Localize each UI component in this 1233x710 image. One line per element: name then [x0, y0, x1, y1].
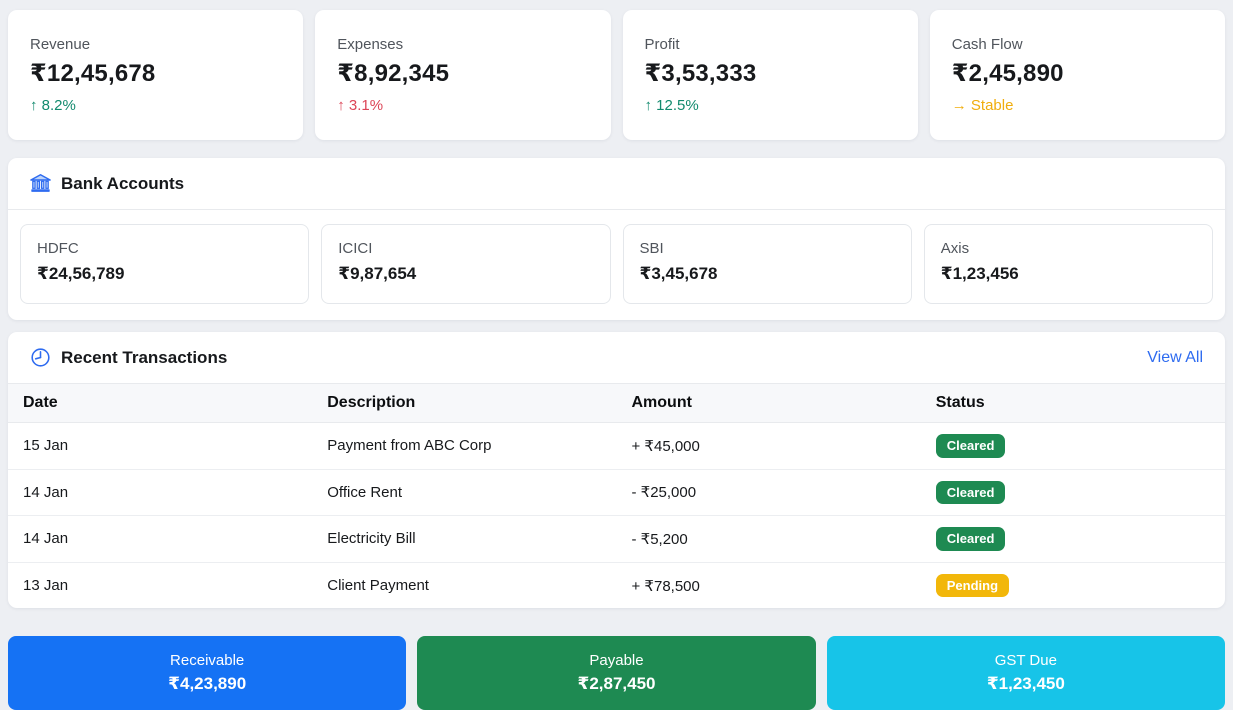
recent-transactions-header: Recent Transactions View All	[8, 332, 1225, 383]
column-header-status: Status	[920, 383, 1225, 423]
status-badge: Cleared	[935, 480, 1006, 505]
column-header-description: Description	[312, 383, 617, 423]
stat-value: ₹8,92,345	[337, 60, 450, 87]
tx-description: Client Payment	[327, 577, 429, 595]
transactions-table: Date Description Amount Status 15 Jan Pa…	[8, 383, 1225, 608]
bank-accounts-header: Bank Accounts	[8, 158, 1225, 210]
bank-card-axis[interactable]: Axis ₹1,23,456	[923, 224, 1213, 304]
clock-icon	[30, 347, 51, 368]
payable-card[interactable]: Payable ₹2,87,450	[417, 636, 816, 710]
column-header-amount: Amount	[616, 383, 921, 423]
tx-description: Payment from ABC Corp	[312, 422, 617, 470]
table-row[interactable]: 14 Jan Electricity Bill - ₹5,200 Cleared	[8, 515, 1225, 563]
stat-label: Cash Flow	[951, 36, 1023, 53]
summary-label: Payable	[589, 652, 644, 670]
table-row[interactable]: 14 Jan Office Rent - ₹25,000 Cleared	[8, 469, 1225, 517]
stats-row: Revenue ₹12,45,678 ↑ 8.2% Expenses ₹8,92…	[8, 10, 1225, 140]
bank-accounts-title: Bank Accounts	[61, 173, 185, 193]
stat-card-revenue: Revenue ₹12,45,678 ↑ 8.2%	[8, 10, 304, 140]
stat-label: Expenses	[337, 36, 404, 53]
stat-change: → Stable	[951, 97, 1014, 114]
tx-date: 15 Jan	[8, 422, 313, 470]
bank-balance: ₹24,56,789	[37, 264, 125, 283]
column-header-date: Date	[8, 383, 313, 423]
bank-accounts-panel: Bank Accounts HDFC ₹24,56,789 ICICI ₹9,8…	[8, 158, 1225, 320]
tx-date: 14 Jan	[8, 515, 313, 563]
stat-change: ↑ 3.1%	[337, 97, 384, 114]
stat-value: ₹12,45,678	[30, 60, 156, 87]
bank-cards-row: HDFC ₹24,56,789 ICICI ₹9,87,654 SBI ₹3,4…	[8, 210, 1225, 320]
table-row[interactable]: 15 Jan Payment from ABC Corp + ₹45,000 C…	[8, 422, 1225, 470]
recent-transactions-title: Recent Transactions	[61, 347, 228, 367]
bank-name: Axis	[940, 240, 970, 257]
bank-balance: ₹9,87,654	[338, 264, 417, 283]
bank-balance: ₹3,45,678	[639, 264, 718, 283]
transactions-table-header-row: Date Description Amount Status	[8, 383, 1225, 423]
gst-due-card[interactable]: GST Due ₹1,23,450	[826, 636, 1225, 710]
bank-name: SBI	[639, 240, 664, 257]
stat-card-expenses: Expenses ₹8,92,345 ↑ 3.1%	[315, 10, 611, 140]
summary-label: GST Due	[994, 652, 1057, 670]
bank-name: ICICI	[338, 240, 373, 257]
bank-card-icici[interactable]: ICICI ₹9,87,654	[321, 224, 611, 304]
stat-card-profit: Profit ₹3,53,333 ↑ 12.5%	[622, 10, 918, 140]
status-badge: Cleared	[935, 434, 1006, 458]
bank-name: HDFC	[37, 240, 79, 257]
tx-date: 13 Jan	[23, 577, 69, 595]
stat-change: ↑ 8.2%	[30, 97, 76, 114]
stat-change: ↑ 12.5%	[644, 97, 699, 114]
summary-value: ₹4,23,890	[168, 674, 247, 694]
stat-label: Profit	[644, 36, 680, 53]
tx-date: 14 Jan	[8, 469, 313, 517]
tx-amount: + ₹78,500	[631, 577, 700, 595]
tx-amount: - ₹25,000	[616, 469, 921, 517]
recent-transactions-panel: Recent Transactions View All Date Descri…	[8, 332, 1225, 609]
bank-icon	[30, 173, 51, 194]
summary-row: Receivable ₹4,23,890 Payable ₹2,87,450 G…	[8, 636, 1225, 710]
bank-card-hdfc[interactable]: HDFC ₹24,56,789	[20, 224, 310, 304]
status-badge: Cleared	[935, 527, 1006, 551]
view-all-link[interactable]: View All	[1147, 348, 1203, 366]
tx-description: Electricity Bill	[312, 515, 617, 563]
stat-value: ₹3,53,333	[644, 60, 757, 87]
stat-label: Revenue	[30, 36, 91, 53]
tx-amount: + ₹45,000	[616, 422, 921, 470]
tx-amount: - ₹5,200	[616, 515, 921, 563]
status-badge: Pending	[935, 573, 1010, 598]
table-row[interactable]: 13 Jan Client Payment + ₹78,500 Pending	[8, 562, 1225, 608]
stat-value: ₹2,45,890	[951, 60, 1064, 87]
bank-card-sbi[interactable]: SBI ₹3,45,678	[622, 224, 912, 304]
summary-value: ₹2,87,450	[577, 674, 656, 694]
bank-balance: ₹1,23,456	[940, 264, 1019, 283]
stat-card-cashflow: Cash Flow ₹2,45,890 → Stable	[929, 10, 1225, 140]
summary-label: Receivable	[170, 652, 245, 670]
tx-description: Office Rent	[312, 469, 617, 517]
summary-value: ₹1,23,450	[986, 674, 1065, 694]
receivable-card[interactable]: Receivable ₹4,23,890	[8, 636, 407, 710]
